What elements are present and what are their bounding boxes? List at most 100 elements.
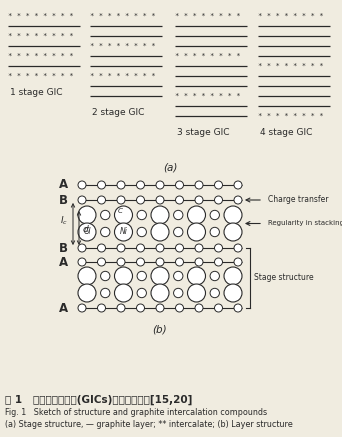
Circle shape <box>97 304 105 312</box>
Text: 4 stage GIC: 4 stage GIC <box>260 128 312 137</box>
Text: C: C <box>118 208 123 214</box>
Text: A: A <box>59 178 68 191</box>
Circle shape <box>174 227 183 237</box>
Circle shape <box>115 267 132 285</box>
Circle shape <box>137 227 146 237</box>
Text: $d_i$: $d_i$ <box>82 224 91 236</box>
Text: * * * * * * * *: * * * * * * * * <box>8 73 74 79</box>
Text: B: B <box>59 194 68 207</box>
Circle shape <box>101 210 110 220</box>
Circle shape <box>117 304 125 312</box>
Text: Cl: Cl <box>83 228 91 236</box>
Text: $I_c$: $I_c$ <box>60 215 68 227</box>
Circle shape <box>234 304 242 312</box>
Text: * * * * * * * *: * * * * * * * * <box>8 53 74 59</box>
Circle shape <box>224 206 242 224</box>
Circle shape <box>224 267 242 285</box>
Circle shape <box>78 244 86 252</box>
Text: * * * * * * * *: * * * * * * * * <box>90 43 156 49</box>
Text: Ni: Ni <box>120 228 128 236</box>
Circle shape <box>187 284 206 302</box>
Circle shape <box>117 244 125 252</box>
Text: * * * * * * * *: * * * * * * * * <box>90 73 156 79</box>
Circle shape <box>156 258 164 266</box>
Circle shape <box>214 304 223 312</box>
Circle shape <box>101 271 110 281</box>
Circle shape <box>175 304 184 312</box>
Circle shape <box>151 206 169 224</box>
Circle shape <box>136 181 145 189</box>
Text: A: A <box>59 302 68 315</box>
Text: Charge transfer: Charge transfer <box>268 195 329 205</box>
Circle shape <box>195 196 203 204</box>
Circle shape <box>101 288 110 298</box>
Text: * * * * * * * *: * * * * * * * * <box>90 13 156 19</box>
Circle shape <box>224 284 242 302</box>
Circle shape <box>97 181 105 189</box>
Circle shape <box>175 258 184 266</box>
Circle shape <box>117 181 125 189</box>
Circle shape <box>136 244 145 252</box>
Circle shape <box>214 244 223 252</box>
Circle shape <box>214 181 223 189</box>
Circle shape <box>97 244 105 252</box>
Circle shape <box>214 258 223 266</box>
Circle shape <box>175 181 184 189</box>
Circle shape <box>210 288 220 298</box>
Circle shape <box>175 244 184 252</box>
Text: * * * * * * * *: * * * * * * * * <box>258 113 324 119</box>
Circle shape <box>137 288 146 298</box>
Circle shape <box>78 258 86 266</box>
Circle shape <box>234 196 242 204</box>
Circle shape <box>214 196 223 204</box>
Circle shape <box>136 196 145 204</box>
Circle shape <box>78 223 96 241</box>
Text: * * * * * * * *: * * * * * * * * <box>175 53 241 59</box>
Circle shape <box>174 288 183 298</box>
Circle shape <box>78 284 96 302</box>
Text: 3 stage GIC: 3 stage GIC <box>177 128 229 137</box>
Text: Fig. 1   Sketch of structure and graphite intercalation compounds: Fig. 1 Sketch of structure and graphite … <box>5 408 267 417</box>
Circle shape <box>156 244 164 252</box>
Text: A: A <box>59 256 68 268</box>
Text: (a) Stage structure, — graphite layer; ** intercalate; (b) Layer structure: (a) Stage structure, — graphite layer; *… <box>5 420 293 429</box>
Circle shape <box>151 267 169 285</box>
Circle shape <box>156 181 164 189</box>
Circle shape <box>195 181 203 189</box>
Circle shape <box>210 227 220 237</box>
Circle shape <box>195 304 203 312</box>
Circle shape <box>187 267 206 285</box>
Circle shape <box>78 196 86 204</box>
Circle shape <box>136 304 145 312</box>
Text: 1 stage GIC: 1 stage GIC <box>10 88 63 97</box>
Circle shape <box>175 196 184 204</box>
Text: * * * * * * * *: * * * * * * * * <box>258 63 324 69</box>
Circle shape <box>78 267 96 285</box>
Circle shape <box>234 258 242 266</box>
Circle shape <box>210 271 220 281</box>
Circle shape <box>97 196 105 204</box>
Circle shape <box>224 223 242 241</box>
Circle shape <box>115 284 132 302</box>
Text: 图 1   石墨层间化合物(GICs)的结构示意图[15,20]: 图 1 石墨层间化合物(GICs)的结构示意图[15,20] <box>5 395 192 405</box>
Circle shape <box>117 258 125 266</box>
Circle shape <box>136 258 145 266</box>
Text: * * * * * * * *: * * * * * * * * <box>8 13 74 19</box>
Text: B: B <box>59 242 68 254</box>
Circle shape <box>78 181 86 189</box>
Circle shape <box>78 304 86 312</box>
Text: * * * * * * * *: * * * * * * * * <box>258 13 324 19</box>
Circle shape <box>195 258 203 266</box>
Circle shape <box>151 284 169 302</box>
Circle shape <box>156 304 164 312</box>
Circle shape <box>210 210 220 220</box>
Circle shape <box>234 181 242 189</box>
Circle shape <box>187 223 206 241</box>
Text: 2 stage GIC: 2 stage GIC <box>92 108 144 117</box>
Circle shape <box>174 271 183 281</box>
Circle shape <box>97 258 105 266</box>
Text: * * * * * * * *: * * * * * * * * <box>175 93 241 99</box>
Circle shape <box>187 206 206 224</box>
Circle shape <box>117 196 125 204</box>
Circle shape <box>195 244 203 252</box>
